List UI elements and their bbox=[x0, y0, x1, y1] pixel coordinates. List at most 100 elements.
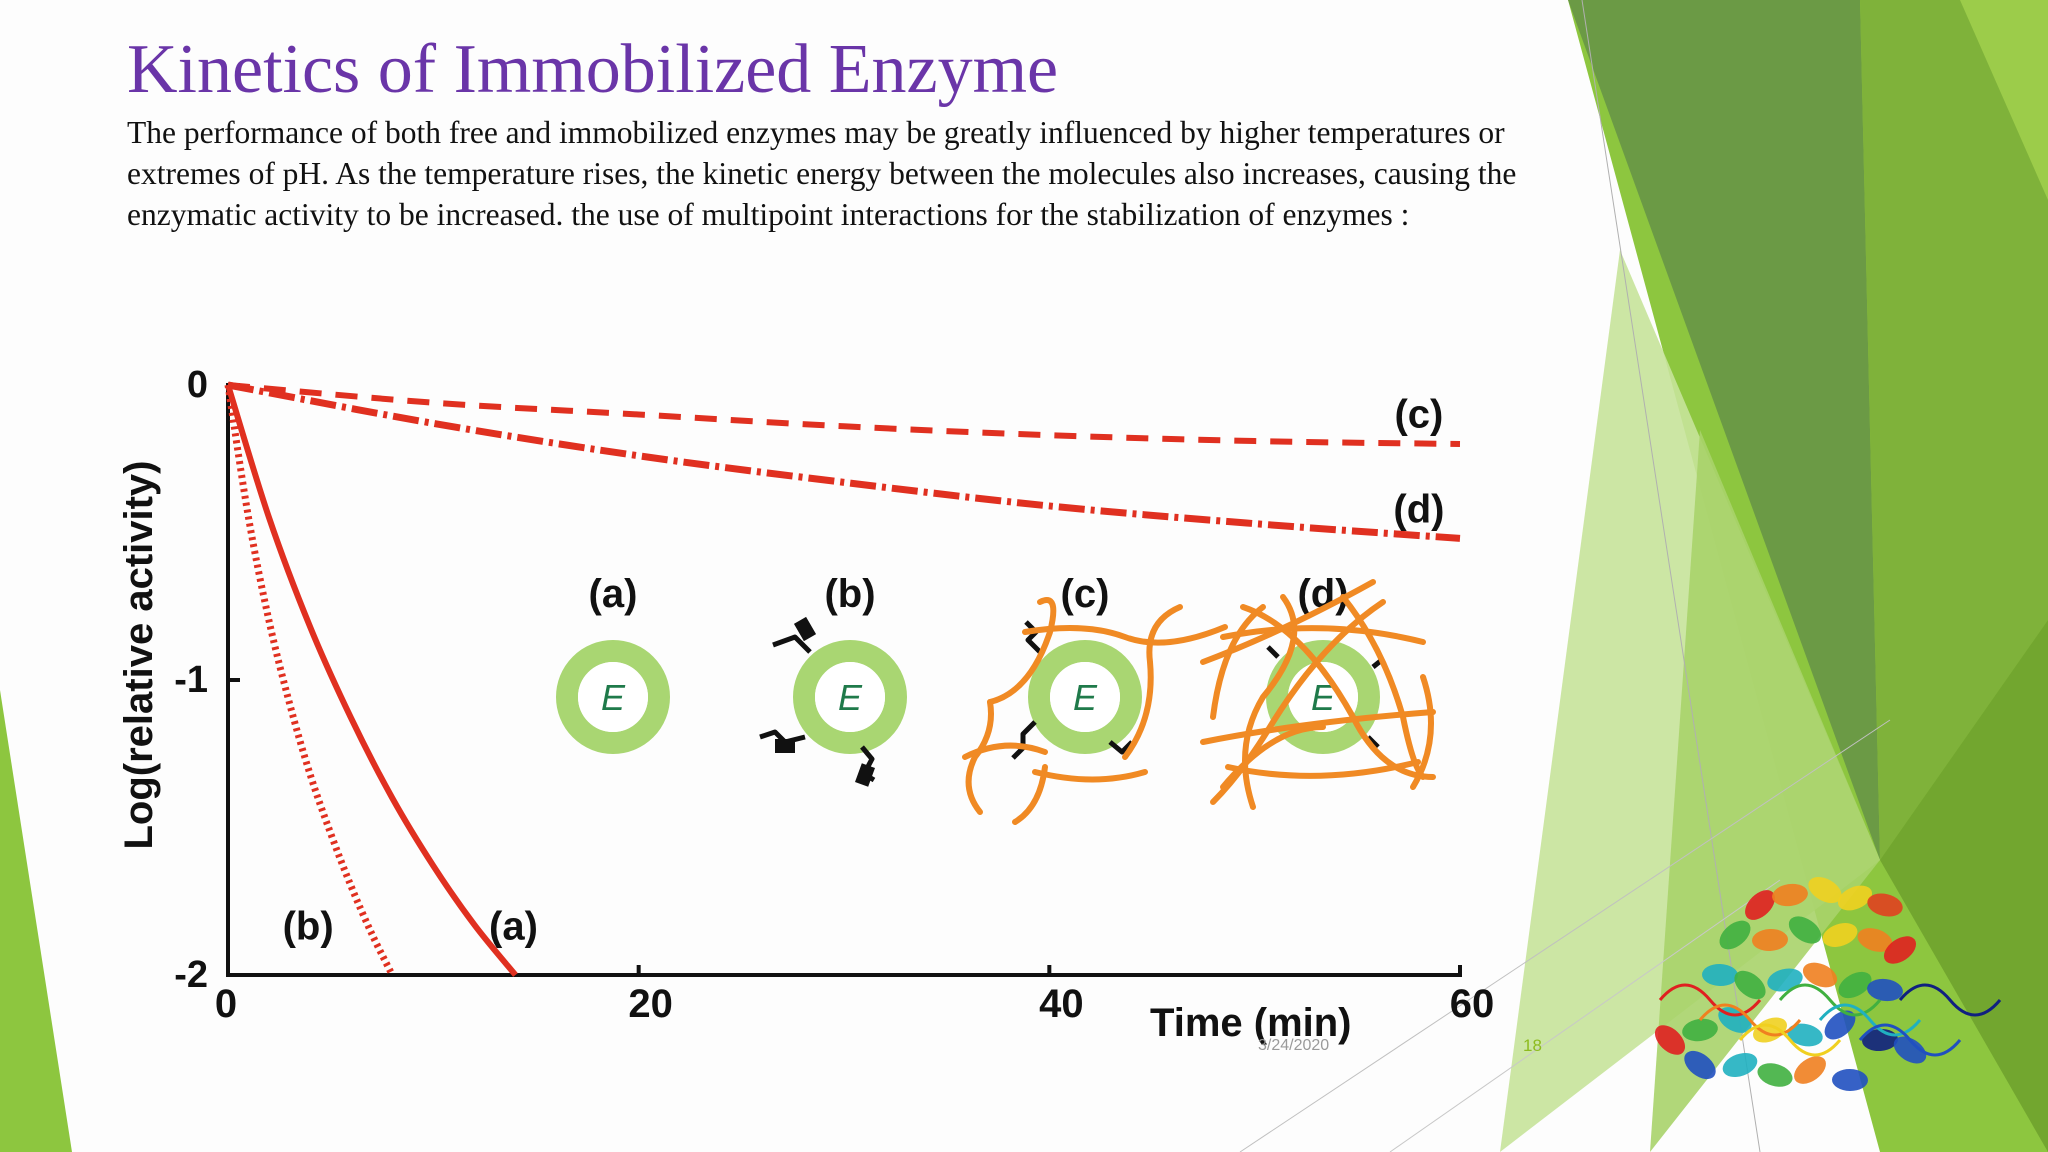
protein-helix bbox=[1684, 1050, 1716, 1080]
protein-coil bbox=[1858, 1023, 1962, 1057]
decor-line-2 bbox=[1239, 719, 1891, 1152]
green-triangle-2 bbox=[1568, 0, 1880, 860]
footer-date: 3/24/2020 bbox=[1258, 1037, 1330, 1054]
protein-helix bbox=[1734, 970, 1766, 1000]
decor-line-3 bbox=[1389, 879, 1781, 1152]
protein-coil bbox=[1898, 983, 2002, 1017]
series-a-curve bbox=[225, 384, 518, 977]
polymer-strand bbox=[1022, 624, 1228, 646]
protein-helix bbox=[1893, 1036, 1927, 1064]
protein-helix bbox=[1802, 962, 1838, 988]
covalent-linker bbox=[1108, 740, 1134, 755]
y-tick-label: -1 bbox=[174, 659, 208, 701]
series-label: (b) bbox=[283, 905, 334, 949]
polymer-strand bbox=[1032, 769, 1148, 783]
slide-body-text: The performance of both free and immobil… bbox=[127, 115, 1517, 232]
polymer-strand bbox=[1220, 724, 1326, 790]
protein-structure-image bbox=[1654, 877, 2002, 1092]
protein-helix bbox=[1757, 1063, 1793, 1087]
series-d-curve bbox=[227, 381, 1461, 542]
protein-coil bbox=[1738, 1023, 1842, 1057]
protein-helix bbox=[1824, 1010, 1856, 1040]
polymer-strand bbox=[1200, 579, 1376, 665]
inset-label: (a) bbox=[589, 572, 638, 616]
polymer-strand bbox=[962, 742, 1048, 760]
series-c-curve bbox=[227, 382, 1461, 447]
enzyme-core bbox=[815, 662, 885, 732]
polymer-strand bbox=[1012, 764, 1048, 825]
protein-helix bbox=[1788, 916, 1822, 944]
protein-helix bbox=[1772, 883, 1808, 907]
enzyme-label: E bbox=[601, 677, 626, 718]
inset-diagrams: E(a)E(b)E(c)E(d) bbox=[556, 572, 1436, 825]
covalent-linker bbox=[772, 634, 812, 654]
protein-helix bbox=[1787, 1023, 1823, 1047]
y-tick-label: 0 bbox=[187, 364, 208, 406]
polymer-strand bbox=[1340, 594, 1426, 780]
protein-helix bbox=[1808, 877, 1842, 903]
inset-diagram-b: E (b) bbox=[759, 572, 907, 787]
protein-helix bbox=[1719, 920, 1751, 950]
enzyme-label: E bbox=[1073, 677, 1098, 718]
protein-helix bbox=[1654, 1025, 1686, 1055]
protein-helix bbox=[1745, 890, 1775, 920]
protein-helix bbox=[1752, 928, 1788, 952]
inset-diagram-c: E (c) bbox=[1011, 572, 1142, 760]
protein-helix bbox=[1838, 971, 1872, 999]
covalent-linker bbox=[1011, 720, 1037, 760]
enzyme-label: E bbox=[838, 677, 863, 718]
polymer-strand bbox=[987, 597, 1057, 705]
green-triangle-3 bbox=[1860, 0, 2048, 860]
inset-diagram-a: E (a) bbox=[556, 572, 670, 754]
covalent-linker bbox=[1266, 645, 1280, 659]
protein-helix bbox=[1682, 1018, 1718, 1042]
linker-block bbox=[855, 763, 875, 787]
polymer-strand bbox=[965, 699, 994, 815]
protein-helix bbox=[1702, 963, 1738, 987]
protein-coil bbox=[1658, 983, 1762, 1017]
green-triangle-left bbox=[0, 690, 72, 1152]
enzyme-ring bbox=[1028, 640, 1142, 754]
protein-helix bbox=[1837, 885, 1873, 911]
enzyme-core bbox=[1050, 662, 1120, 732]
protein-helix bbox=[1832, 1068, 1868, 1092]
green-triangle-6 bbox=[1880, 620, 2048, 1152]
decor-line-1 bbox=[1581, 0, 1761, 1152]
series-b-curve bbox=[224, 384, 396, 977]
protein-coil bbox=[1778, 983, 1882, 1017]
axis-ticks: 0 20 40 60 0 -1 -2 bbox=[174, 364, 1494, 1026]
linker-block bbox=[775, 739, 795, 753]
x-tick-label: 60 bbox=[1450, 982, 1495, 1026]
protein-coil bbox=[1698, 1003, 1802, 1037]
protein-helix bbox=[1822, 923, 1858, 947]
protein-helix bbox=[1867, 978, 1903, 1002]
protein-coil bbox=[1818, 1003, 1922, 1037]
y-tick-label: -2 bbox=[174, 954, 208, 996]
polymer-strand bbox=[1210, 604, 1266, 720]
x-tick-label: 40 bbox=[1039, 982, 1084, 1026]
covalent-linker bbox=[1024, 620, 1042, 654]
inset-label: (c) bbox=[1061, 572, 1110, 616]
protein-helix bbox=[1857, 928, 1893, 952]
polymer-strand bbox=[1122, 604, 1183, 760]
y-axis-title: Log(relative activity) bbox=[117, 460, 161, 849]
polymer-strand bbox=[1242, 594, 1298, 810]
polymer-strand bbox=[1220, 625, 1426, 645]
slide-title: Kinetics of Immobilized Enzyme bbox=[127, 31, 1059, 108]
thin-decor-lines bbox=[1239, 0, 1891, 1152]
enzyme-ring bbox=[556, 640, 670, 754]
slide-number: 18 bbox=[1523, 1036, 1542, 1055]
enzyme-ring bbox=[793, 640, 907, 754]
covalent-linker bbox=[1366, 735, 1380, 749]
x-axis-title: Time (min) bbox=[1150, 1001, 1352, 1045]
series-label: (a) bbox=[489, 905, 538, 949]
protein-helix bbox=[1883, 936, 1917, 964]
protein-helix bbox=[1767, 968, 1803, 992]
protein-helix bbox=[1753, 1017, 1787, 1043]
enzyme-core bbox=[578, 662, 648, 732]
x-tick-label: 0 bbox=[215, 982, 237, 1026]
series-layer: (a) (b) (c) (d) bbox=[224, 381, 1461, 977]
